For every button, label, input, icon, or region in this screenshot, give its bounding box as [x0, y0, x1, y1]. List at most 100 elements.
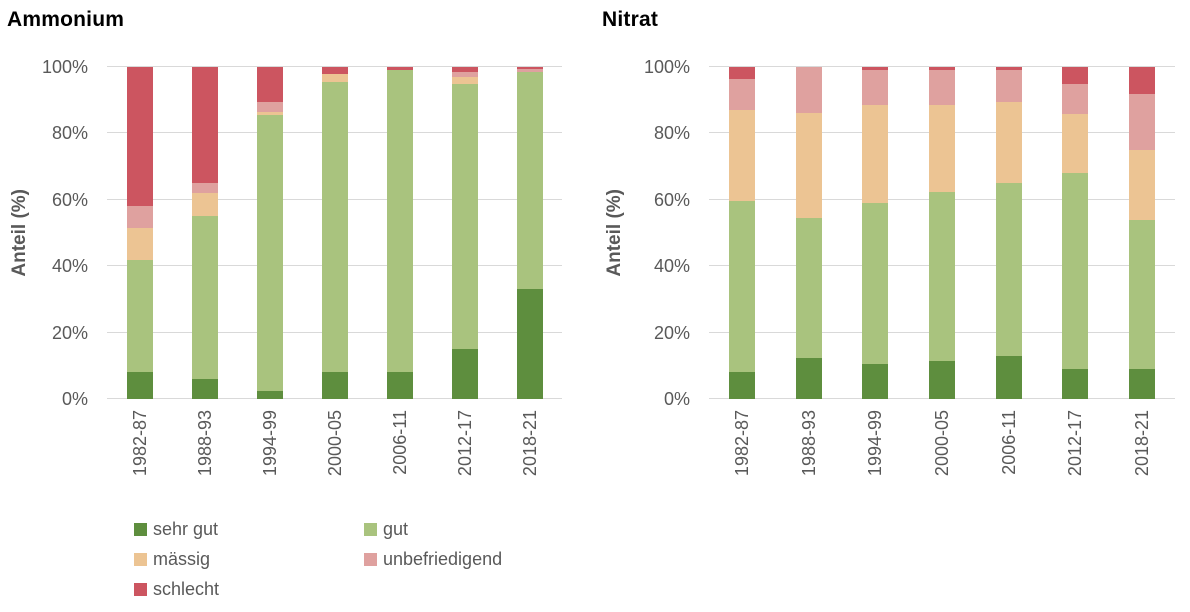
segment-sehr gut: [1128, 369, 1155, 399]
y-tick-label-0%: 0%: [663, 389, 690, 409]
bars-container: [107, 67, 562, 399]
segment-mässig: [795, 113, 822, 219]
y-tick-label-60%: 60%: [653, 189, 690, 210]
y-axis-tick-labels: 0% 20% 40% 60% 80% 100%: [0, 57, 88, 409]
legend-swatch-unbefriedigend: [364, 552, 377, 566]
segment-gut: [321, 81, 348, 373]
segment-unbefriedigend: [126, 206, 153, 229]
y-tick-label-80%: 80%: [51, 123, 88, 144]
segment-sehr gut: [321, 372, 348, 399]
segment-sehr gut: [126, 372, 153, 399]
x-axis-tick-labels: 1982-87 1988-93 1994-99 2000-05 2006-11 2012-…: [107, 399, 562, 499]
bar-slot: [237, 67, 302, 399]
segment-gut: [126, 259, 153, 373]
y-tick-label-20%: 20%: [51, 322, 88, 343]
stacked-bar-1982-87: [126, 67, 153, 399]
y-tick-label-60%: 60%: [51, 189, 88, 210]
x-label-slot: 2012-17: [432, 410, 497, 499]
legend-label-schlecht: schlecht: [153, 578, 220, 599]
x-tick-label-2006-11: 2006-11: [998, 410, 1019, 475]
x-tick-label-1988-93: 1988-93: [194, 410, 215, 477]
segment-gut: [929, 191, 956, 361]
ammonium-chart: Ammonium Anteil (%) 0% 20% 40% 60% 80% 100% 1…: [0, 8, 562, 499]
y-tick-label-100%: 100%: [643, 57, 690, 77]
segment-schlecht: [191, 67, 218, 184]
legend: sehr gut gut mässig unbefriedigend schle…: [134, 514, 644, 604]
legend-swatch-schlecht: [134, 582, 147, 596]
segment-gut: [451, 83, 478, 350]
legend-label-maessig: mässig: [153, 548, 211, 569]
stacked-bar-1988-93: [191, 67, 218, 399]
legend-swatch-maessig: [134, 552, 147, 566]
segment-schlecht: [995, 67, 1022, 71]
segment-sehr gut: [1062, 369, 1089, 399]
x-label-slot: 2018-21: [497, 410, 562, 499]
x-label-slot: 2006-11: [367, 410, 432, 499]
bar-slot: [172, 67, 237, 399]
bar-slot: [776, 67, 843, 399]
segment-sehr gut: [729, 372, 756, 399]
x-tick-label-1982-87: 1982-87: [732, 410, 753, 477]
legend-item-schlecht: schlecht: [134, 579, 364, 600]
x-label-slot: 1994-99: [237, 410, 302, 499]
segment-gut: [516, 72, 543, 290]
segment-schlecht: [1128, 67, 1155, 94]
legend-item-unbefriedigend: unbefriedigend: [364, 549, 644, 570]
x-label-slot: 2018-21: [1108, 410, 1175, 499]
segment-unbefriedigend: [1128, 93, 1155, 151]
x-tick-label-1988-93: 1988-93: [798, 410, 819, 477]
x-tick-label-2012-17: 2012-17: [454, 410, 475, 477]
segment-unbefriedigend: [862, 70, 889, 106]
chart-title-nitrat: Nitrat: [602, 8, 659, 31]
segment-mässig: [1128, 150, 1155, 220]
gridline-100%: [107, 66, 562, 67]
x-label-slot: 1982-87: [107, 410, 172, 499]
segment-schlecht: [256, 67, 283, 102]
x-label-slot: 1982-87: [709, 410, 776, 499]
y-axis-tick-labels: 0% 20% 40% 60% 80% 100%: [595, 57, 690, 409]
legend-label-sehr-gut: sehr gut: [153, 518, 219, 539]
bar-slot: [1108, 67, 1175, 399]
segment-unbefriedigend: [995, 70, 1022, 102]
x-tick-label-2018-21: 2018-21: [1131, 410, 1152, 477]
segment-sehr gut: [451, 349, 478, 399]
x-tick-label-2012-17: 2012-17: [1065, 410, 1086, 477]
segment-mässig: [862, 105, 889, 204]
segment-schlecht: [451, 67, 478, 73]
segment-gut: [256, 115, 283, 391]
segment-schlecht: [929, 67, 956, 71]
stacked-bar-1988-93: [795, 67, 822, 399]
segment-mässig: [191, 193, 218, 217]
x-label-slot: 2012-17: [1042, 410, 1109, 499]
segment-gut: [1128, 219, 1155, 370]
segment-unbefriedigend: [516, 68, 543, 72]
bar-slot: [107, 67, 172, 399]
y-tick-label-0%: 0%: [61, 389, 88, 409]
bar-slot: [1042, 67, 1109, 399]
x-label-slot: 2000-05: [302, 410, 367, 499]
bars-container: [709, 67, 1175, 399]
segment-gut: [386, 70, 413, 373]
x-axis-tick-labels: 1982-87 1988-93 1994-99 2000-05 2006-11 2012-…: [709, 399, 1175, 499]
segment-schlecht: [1062, 67, 1089, 84]
x-label-slot: 2000-05: [909, 410, 976, 499]
segment-sehr gut: [862, 364, 889, 399]
segment-unbefriedigend: [929, 70, 956, 106]
stacked-bar-2006-11: [386, 67, 413, 399]
y-tick-label-100%: 100%: [41, 57, 88, 77]
bar-slot: [367, 67, 432, 399]
stacked-bar-1994-99: [256, 67, 283, 399]
segment-unbefriedigend: [795, 67, 822, 114]
bar-slot: [709, 67, 776, 399]
legend-label-gut: gut: [383, 518, 409, 539]
segment-sehr gut: [191, 379, 218, 399]
x-label-slot: 1994-99: [842, 410, 909, 499]
segment-gut: [995, 183, 1022, 356]
x-tick-label-1994-99: 1994-99: [259, 410, 280, 477]
x-tick-label-2006-11: 2006-11: [389, 410, 410, 475]
stacked-bar-2012-17: [1062, 67, 1089, 399]
y-tick-label-40%: 40%: [653, 256, 690, 277]
legend-swatch-sehr-gut: [134, 522, 147, 536]
legend-label-unbefriedigend: unbefriedigend: [383, 548, 503, 569]
bar-slot: [497, 67, 562, 399]
